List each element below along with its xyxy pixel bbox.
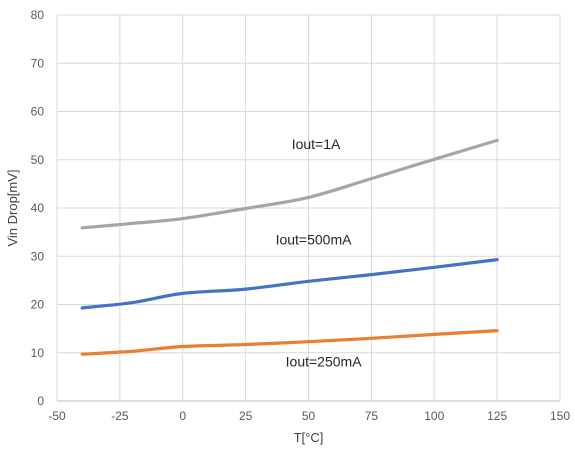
x-tick-label: 125	[487, 409, 507, 423]
y-tick-label: 80	[31, 8, 45, 22]
x-tick-label: -25	[111, 409, 129, 423]
y-tick-label: 10	[31, 346, 45, 360]
x-tick-label: 75	[365, 409, 379, 423]
x-tick-labels: -50 -25 0 25 50 75 100 125 150	[48, 409, 570, 423]
series-line-3	[80, 329, 499, 356]
y-tick-label: 20	[31, 298, 45, 312]
y-tick-label: 60	[31, 105, 45, 119]
series-annotation: Iout=500mA	[276, 232, 353, 248]
y-axis-label: Vin Drop[mV]	[5, 169, 20, 246]
series-line-2	[80, 258, 499, 310]
y-tick-label: 30	[31, 249, 45, 263]
series-annotations: Iout=1A Iout=500mA Iout=250mA	[276, 136, 363, 369]
y-tick-labels: 0 10 20 30 40 50 60 70 80	[31, 8, 45, 408]
series-line-1	[80, 138, 499, 230]
x-tick-label: 150	[550, 409, 570, 423]
y-tick-label: 70	[31, 56, 45, 70]
series-annotation: Iout=1A	[292, 136, 341, 152]
y-tick-label: 40	[31, 201, 45, 215]
x-tick-label: 0	[179, 409, 186, 423]
y-tick-label: 50	[31, 153, 45, 167]
series-annotation: Iout=250mA	[286, 353, 363, 369]
x-tick-label: 50	[302, 409, 316, 423]
data-series	[80, 138, 499, 356]
x-tick-label: 25	[239, 409, 253, 423]
x-tick-label: 100	[424, 409, 444, 423]
x-axis-label: T[°C]	[294, 430, 324, 445]
x-tick-label: -50	[48, 409, 66, 423]
y-tick-label: 0	[37, 394, 44, 408]
grid-lines	[56, 14, 561, 402]
